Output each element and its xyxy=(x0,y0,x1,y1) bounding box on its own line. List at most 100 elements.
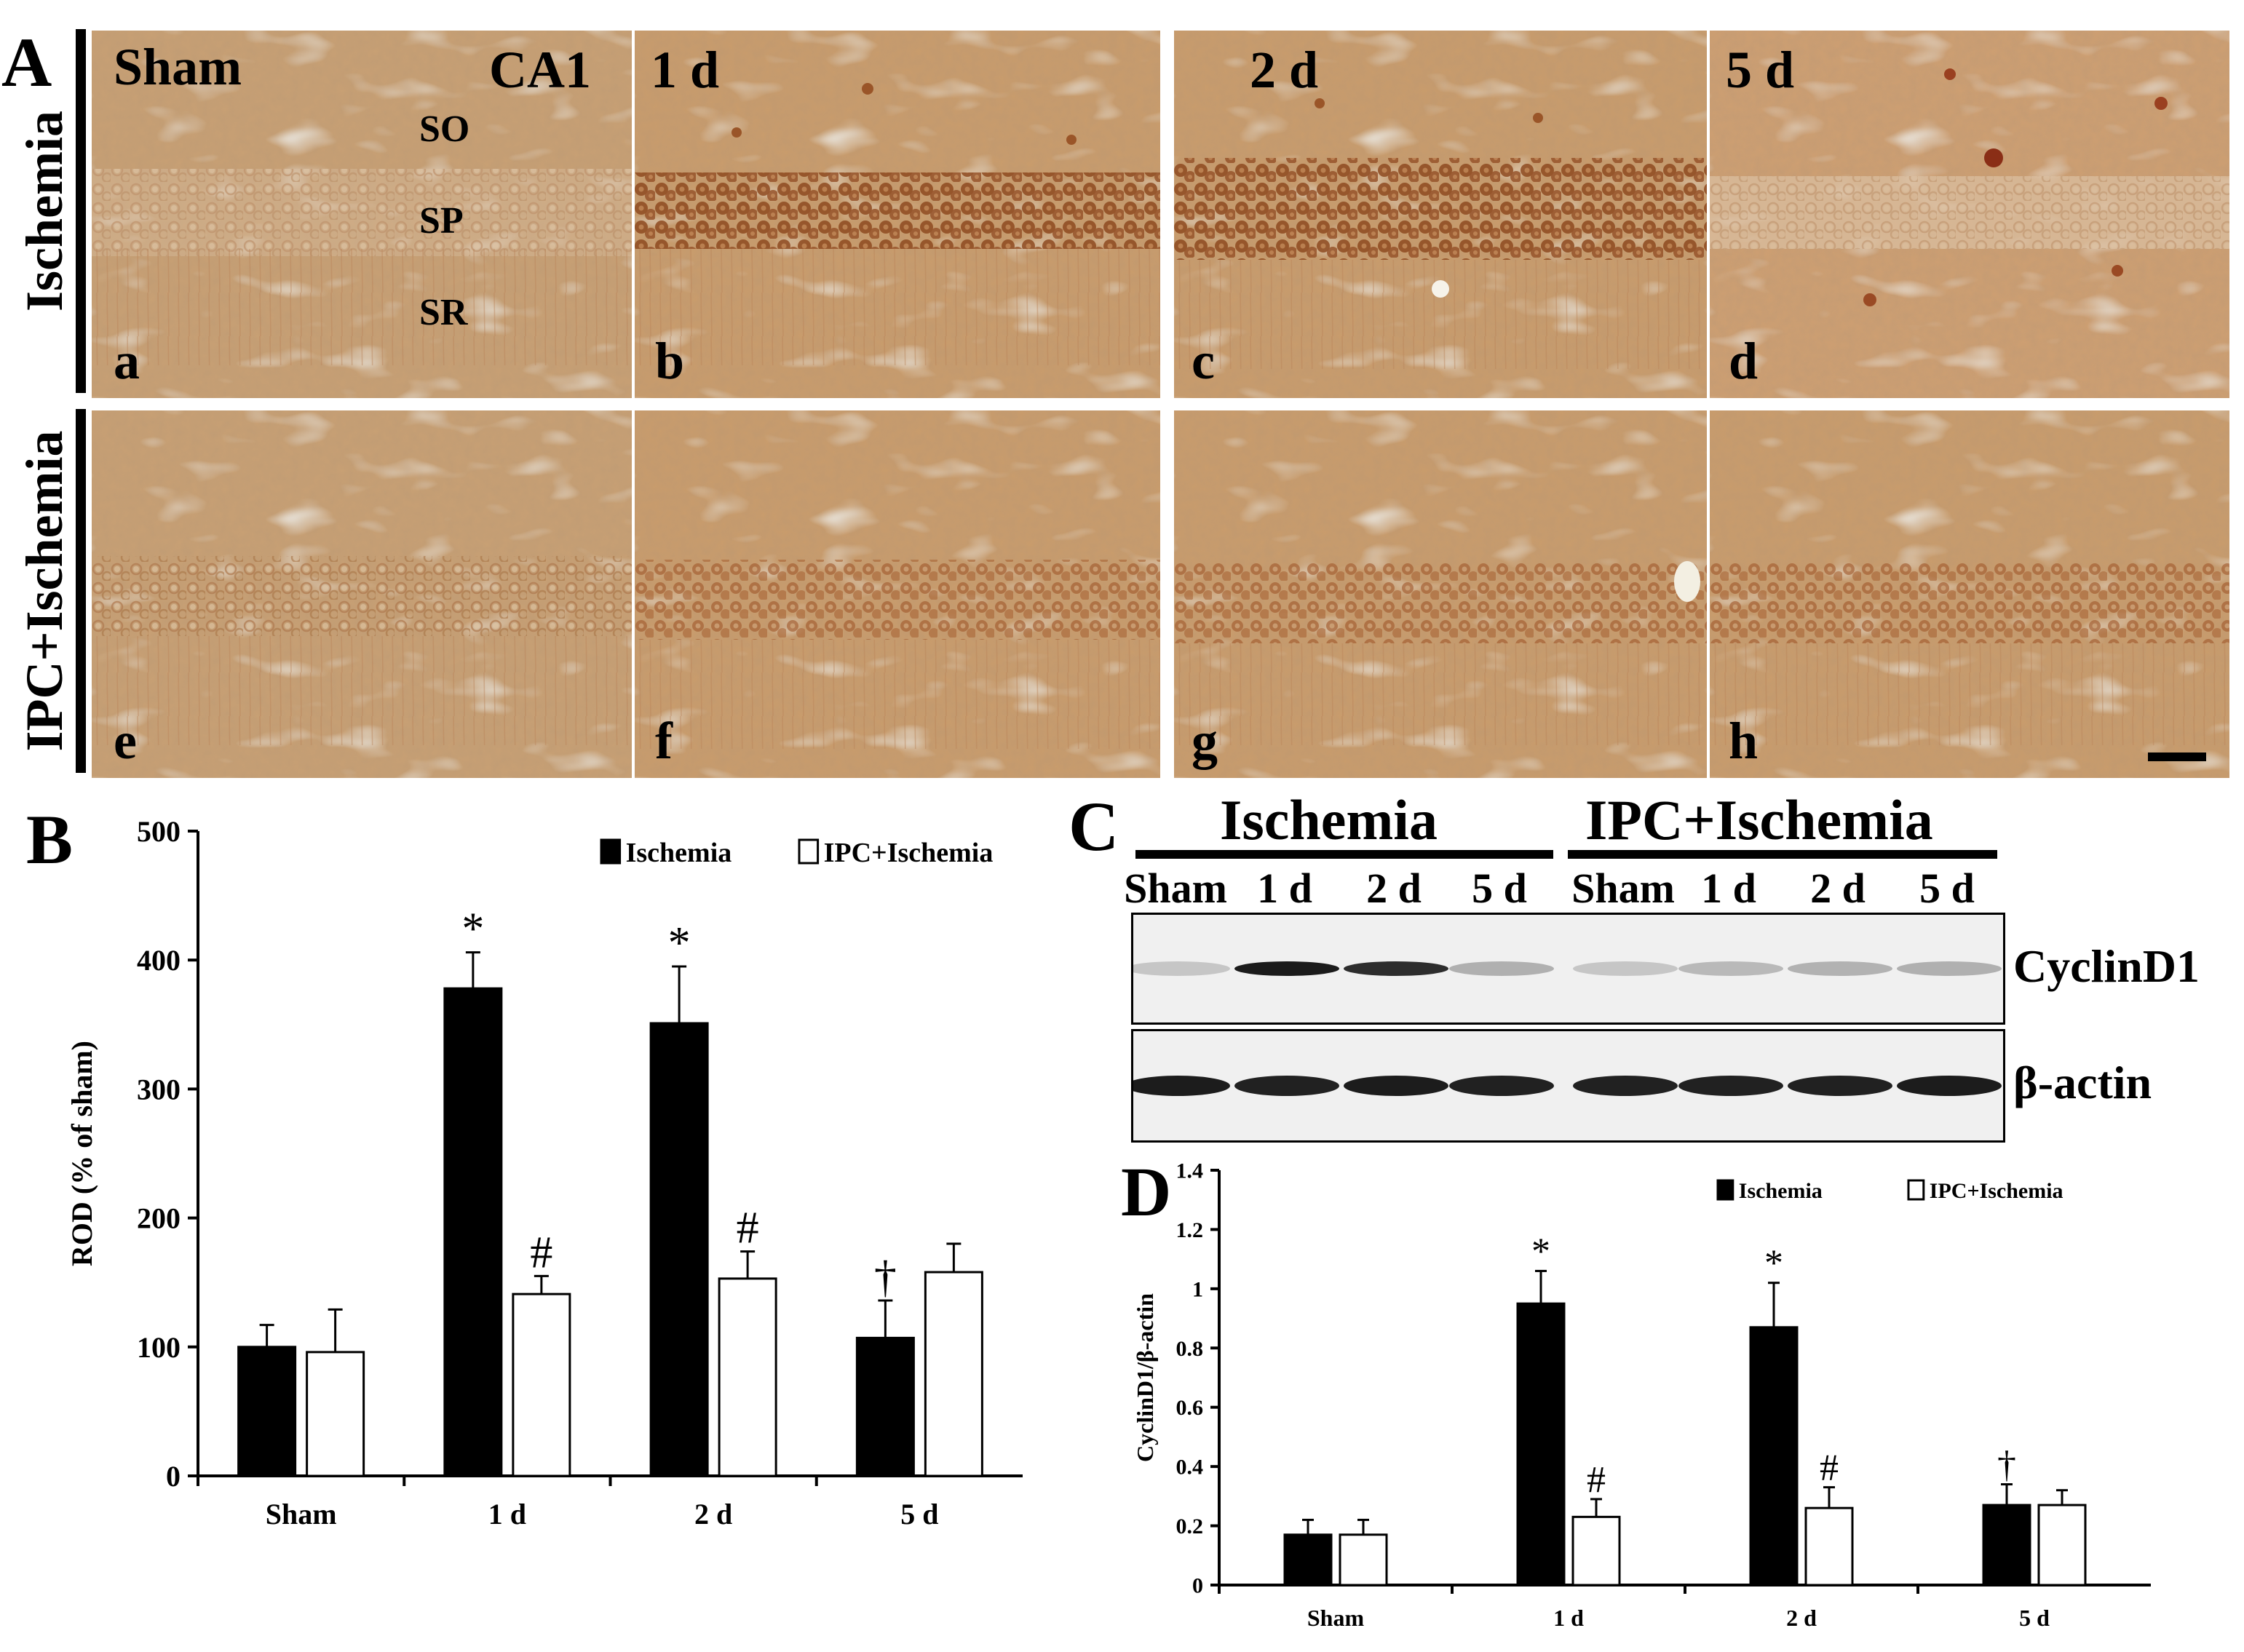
actin-band xyxy=(1897,1076,2002,1096)
chart-d-significance-marker: # xyxy=(1820,1448,1839,1489)
chart-b-y-tick-label: 100 xyxy=(137,1331,181,1364)
sublabel-a: a xyxy=(114,332,140,390)
chart-b-legend-swatch xyxy=(798,838,820,865)
chart-b-category-label: Sham xyxy=(266,1498,337,1530)
blot-group-line-ischemia xyxy=(1135,850,1553,859)
cyclin-band xyxy=(1573,961,1678,976)
chart-d-y-axis-label: CyclinD1/β-actin xyxy=(1132,1293,1158,1462)
micrograph-d-5d: 5 d d xyxy=(1708,29,2231,400)
chart-b-y-tick-label: 400 xyxy=(137,944,181,977)
chart-b-y-tick-label: 500 xyxy=(137,815,181,848)
panel-d-letter: D xyxy=(1121,1153,1172,1231)
protein-label-actin: β-actin xyxy=(2013,1057,2152,1108)
actin-band xyxy=(1449,1076,1554,1096)
chart-b-y-tick-label: 200 xyxy=(137,1202,181,1235)
chart-d-y-tick-label: 1.2 xyxy=(1176,1218,1204,1242)
chart-d-y-tick-label: 0 xyxy=(1192,1574,1203,1598)
chart-d-significance-marker: * xyxy=(1531,1231,1550,1272)
chart-d-bar-ischemia-0 xyxy=(1283,1533,1333,1587)
cyclin-band xyxy=(1678,961,1783,976)
panel-b-letter: B xyxy=(26,801,74,878)
actin-band xyxy=(1234,1076,1339,1096)
chart-d-bar-ipc-3 xyxy=(2037,1504,2087,1587)
cyclin-band xyxy=(1449,961,1554,976)
chart-b-significance-marker: # xyxy=(737,1204,759,1253)
chart-b-bar-ischemia-3 xyxy=(855,1336,915,1477)
chart-b-bar-ipc-3 xyxy=(924,1271,983,1477)
chart-d-significance-marker: # xyxy=(1587,1459,1606,1501)
blot-cyclind1 xyxy=(1131,913,2005,1025)
blot-lane-label: 2 d xyxy=(1810,865,1866,912)
micrograph-f: f xyxy=(633,409,1162,779)
micrograph-b-1d: 1 d b xyxy=(633,29,1162,400)
blot-lane-label: 5 d xyxy=(1919,865,1975,912)
blot-group-line-ipc xyxy=(1568,850,1997,859)
blot-lane-label: Sham xyxy=(1571,865,1675,912)
cyclin-band xyxy=(1344,961,1448,976)
chart-d-significance-marker: * xyxy=(1764,1243,1783,1284)
chart-b-y-tick-label: 0 xyxy=(166,1460,181,1493)
micrograph-g: g xyxy=(1173,409,1708,779)
panel-a-letter: A xyxy=(1,23,52,101)
sublabel-h: h xyxy=(1729,712,1759,770)
chart-d-y-tick-label: 1.4 xyxy=(1176,1159,1204,1183)
chart-d-y-tick-label: 0.6 xyxy=(1176,1396,1204,1420)
chart-d-bar-ipc-1 xyxy=(1571,1515,1621,1587)
cyclin-band xyxy=(1234,961,1339,976)
sublabel-c: c xyxy=(1192,332,1215,390)
chart-d-bar-ischemia-2 xyxy=(1749,1326,1799,1587)
sublabel-g: g xyxy=(1192,712,1218,770)
row-bar-ischemia xyxy=(76,29,86,393)
micrograph-h: h xyxy=(1708,409,2231,779)
layer-so: SO xyxy=(419,108,470,150)
row-label-ischemia: Ischemia xyxy=(15,111,74,311)
chart-d-cyclind1-ratio: 0 0.2 0.4 0.6 0.8 1 1.2 1.4 CyclinD1/β-actin Sham… xyxy=(1132,1159,2151,1631)
chart-b-rod: 0 100 200 300 400 500 ROD (% of sham) Sham 1 d * #… xyxy=(66,815,1023,1530)
chart-b-bar-ischemia-0 xyxy=(237,1346,297,1477)
blot-lane-label: 1 d xyxy=(1701,865,1756,912)
micrograph-c-2d: 2 d c xyxy=(1173,29,1708,400)
chart-b-significance-marker: * xyxy=(461,905,484,954)
chart-b-significance-marker: * xyxy=(668,918,691,968)
actin-band xyxy=(1133,1076,1230,1096)
blot-group-ipc-ischemia: IPC+Ischemia xyxy=(1585,788,1933,851)
actin-band xyxy=(1788,1076,1892,1096)
sublabel-d: d xyxy=(1729,332,1759,390)
cyclin-band xyxy=(1897,961,2002,976)
actin-band xyxy=(1573,1076,1678,1096)
chart-d-legend-label: Ischemia xyxy=(1739,1179,1823,1203)
chart-d-legend-label: IPC+Ischemia xyxy=(1930,1179,2063,1203)
cyclin-band xyxy=(1133,961,1230,976)
chart-d-category-label: 5 d xyxy=(2019,1605,2050,1631)
blot-lane-label: 5 d xyxy=(1472,865,1527,912)
chart-d-y-tick-label: 0.8 xyxy=(1176,1337,1204,1361)
chart-b-significance-marker: † xyxy=(874,1252,897,1302)
row-bar-ipc xyxy=(76,409,86,773)
chart-d-category-label: 1 d xyxy=(1553,1605,1584,1631)
label-5d: 5 d xyxy=(1726,41,1795,99)
chart-d-y-tick-label: 0.4 xyxy=(1176,1456,1204,1480)
actin-band xyxy=(1678,1076,1783,1096)
chart-b-bar-ischemia-2 xyxy=(649,1022,709,1477)
chart-d-y-tick-label: 0.2 xyxy=(1176,1514,1204,1538)
chart-d-bar-ipc-2 xyxy=(1804,1506,1854,1587)
layer-sr: SR xyxy=(419,292,468,333)
chart-b-category-label: 1 d xyxy=(488,1498,526,1530)
blot-actin xyxy=(1131,1029,2005,1143)
sublabel-f: f xyxy=(655,712,673,770)
chart-d-significance-marker: † xyxy=(1997,1445,2016,1486)
chart-b-legend-label: Ischemia xyxy=(626,838,732,868)
chart-b-y-axis-label: ROD (% of sham) xyxy=(66,1041,98,1266)
sublabel-e: e xyxy=(114,712,137,770)
panel-c-letter: C xyxy=(1069,787,1119,865)
label-2d: 2 d xyxy=(1250,41,1319,99)
chart-b-category-label: 5 d xyxy=(900,1498,938,1530)
label-1d: 1 d xyxy=(651,41,720,99)
chart-d-bar-ischemia-1 xyxy=(1516,1302,1566,1587)
protein-label-cyclind1: CyclinD1 xyxy=(2013,940,2200,992)
chart-d-category-label: Sham xyxy=(1307,1605,1365,1631)
chart-d-bar-ipc-0 xyxy=(1339,1533,1388,1587)
actin-band xyxy=(1344,1076,1448,1096)
chart-d-bar-ischemia-3 xyxy=(1982,1504,2031,1587)
chart-d-legend-swatch xyxy=(1907,1179,1925,1201)
